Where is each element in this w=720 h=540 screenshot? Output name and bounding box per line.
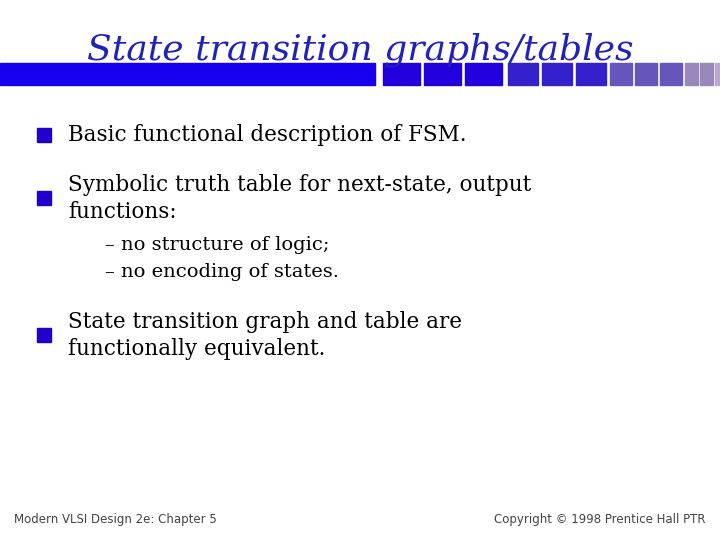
Bar (685, 63, 698, 85)
Bar (424, 63, 461, 85)
Text: functionally equivalent.: functionally equivalent. (68, 338, 325, 360)
Bar (37, 328, 51, 342)
Bar (715, 63, 720, 85)
Bar (383, 63, 420, 85)
Text: Symbolic truth table for next-state, output: Symbolic truth table for next-state, out… (68, 174, 531, 196)
Bar (610, 63, 632, 85)
Bar (37, 191, 51, 205)
Text: State transition graphs/tables: State transition graphs/tables (86, 33, 634, 68)
Text: – no structure of logic;: – no structure of logic; (105, 236, 330, 254)
Text: Basic functional description of FSM.: Basic functional description of FSM. (68, 124, 467, 146)
Text: Copyright © 1998 Prentice Hall PTR: Copyright © 1998 Prentice Hall PTR (495, 513, 706, 526)
Bar (542, 63, 572, 85)
Bar (37, 128, 51, 142)
Bar (0, 63, 375, 85)
Bar (660, 63, 682, 85)
Text: Modern VLSI Design 2e: Chapter 5: Modern VLSI Design 2e: Chapter 5 (14, 513, 217, 526)
Bar (576, 63, 606, 85)
Text: State transition graph and table are: State transition graph and table are (68, 311, 462, 333)
Bar (465, 63, 502, 85)
Text: functions:: functions: (68, 201, 176, 223)
Bar (508, 63, 538, 85)
Bar (635, 63, 657, 85)
Bar (700, 63, 713, 85)
Text: – no encoding of states.: – no encoding of states. (105, 263, 339, 281)
